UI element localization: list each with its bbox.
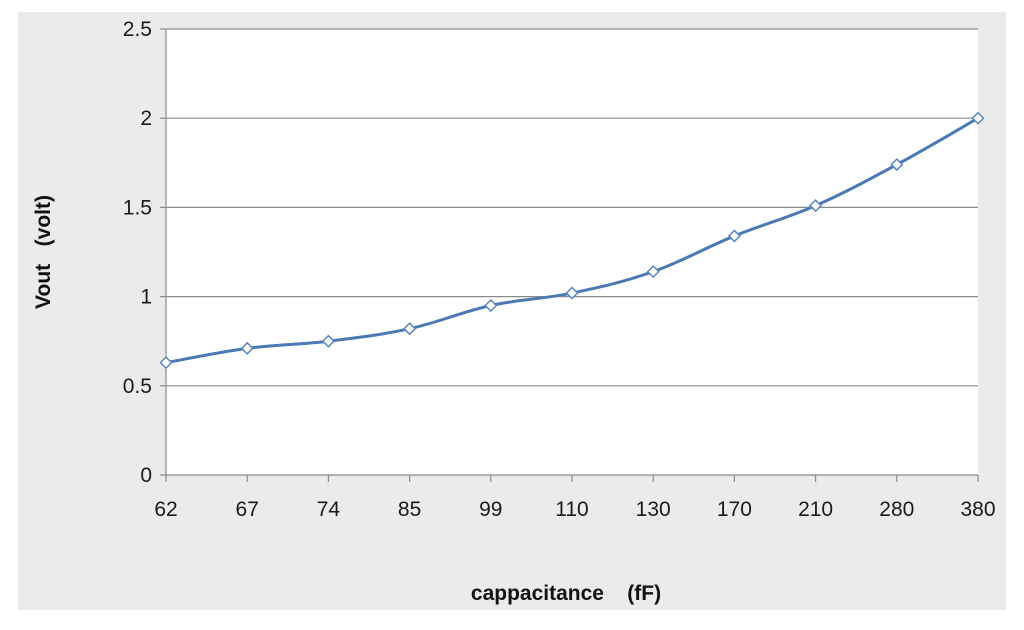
- x-tick-label: 67: [236, 498, 259, 521]
- x-tick-label: 130: [636, 498, 671, 521]
- axes: [160, 28, 979, 482]
- x-axis-title: cappacitance (fF): [471, 582, 661, 605]
- x-tick-labels: 62 67 74 85 99 110 130 170 210 280 380: [154, 498, 995, 521]
- y-tick-label: 2: [140, 107, 152, 130]
- x-tick-label: 380: [960, 498, 995, 521]
- data-point: [240, 341, 254, 355]
- data-point: [484, 298, 498, 313]
- data-point: [565, 286, 579, 300]
- y-tick-label: 0: [140, 464, 152, 487]
- x-tick-label: 210: [798, 498, 833, 521]
- y-tick-label: 2.5: [123, 18, 152, 41]
- data-point: [646, 265, 660, 279]
- data-point: [159, 356, 173, 370]
- chart-frame: 0 0.5 1 1.5 2 2.5 62 67 74 85 99 110 130 170 210 280 38…: [18, 12, 1006, 610]
- y-tick-labels: 0 0.5 1 1.5 2 2.5: [123, 18, 152, 487]
- x-tick-label: 110: [555, 498, 588, 521]
- line-chart: 0 0.5 1 1.5 2 2.5 62 67 74 85 99 110 130 170 210 280 38…: [32, 18, 996, 605]
- data-point: [809, 199, 823, 213]
- data-point: [727, 229, 741, 243]
- plot-area: [166, 29, 978, 475]
- data-point: [321, 334, 335, 348]
- y-tick-label: 0.5: [123, 375, 152, 398]
- x-tick-label: 62: [154, 498, 177, 521]
- x-tick-label: 85: [398, 498, 421, 521]
- data-point: [890, 158, 904, 172]
- x-tick-label: 99: [479, 498, 502, 521]
- gridlines: [166, 28, 978, 387]
- data-point: [971, 111, 985, 125]
- y-tick-label: 1: [140, 286, 152, 309]
- y-tick-label: 1.5: [123, 196, 152, 219]
- y-axis-title: Vout (volt): [32, 195, 55, 309]
- data-point: [403, 322, 417, 336]
- x-tick-label: 170: [717, 498, 752, 521]
- series-group: [159, 111, 985, 370]
- x-tick-label: 74: [317, 498, 341, 521]
- x-tick-label: 280: [879, 498, 914, 521]
